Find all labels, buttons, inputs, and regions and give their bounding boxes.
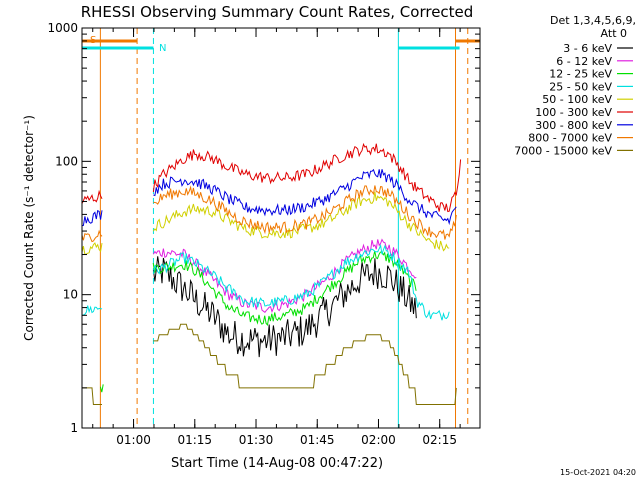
series-line-25-50-kev: [81, 243, 450, 321]
plot-frame: [81, 27, 481, 429]
x-tick-label: 02:00: [361, 433, 396, 447]
x-tick-label: 02:15: [422, 433, 457, 447]
legend-label: 3 - 6 keV: [563, 42, 612, 55]
y-axis-label: Corrected Count Rate (s⁻¹ detector⁻¹): [22, 115, 36, 341]
x-axis-label: Start Time (14-Aug-08 00:47:22): [171, 456, 383, 471]
y-tick-label: 1: [70, 421, 78, 435]
legend-label: 100 - 300 keV: [535, 106, 612, 119]
legend-label: 25 - 50 keV: [549, 80, 612, 93]
x-tick-label: 01:45: [300, 433, 335, 447]
x-tick-label: 01:00: [116, 433, 151, 447]
x-tick-label: 01:30: [239, 433, 274, 447]
ticks-layer: 1 10 100 1000 01:00 01:15 01:30 01:45 02:00 02:15: [47, 21, 480, 447]
y-tick-label: 10: [63, 288, 78, 302]
series-layer: [81, 142, 462, 405]
series-line-800-7000-kev: [81, 185, 457, 243]
y-tick-label: 1000: [47, 21, 78, 35]
series-line-100-300-kev: [81, 142, 462, 213]
flag-label-n: N: [159, 43, 166, 54]
series-line-300-800-kev: [81, 168, 457, 227]
series-line-3-6-kev: [152, 256, 417, 358]
legend-label: 50 - 100 keV: [542, 93, 612, 106]
footer-date: 15-Oct-2021 04:20: [560, 468, 636, 477]
legend-label: 800 - 7000 keV: [528, 132, 612, 145]
flag-bars-layer: SN: [82, 35, 480, 54]
legend-header-line-2: Att 0: [601, 27, 627, 40]
legend-label: 300 - 800 keV: [535, 119, 612, 132]
chart-title: RHESSI Observing Summary Count Rates, Co…: [81, 3, 474, 21]
flag-label-s: S: [90, 35, 96, 46]
legend-label: 12 - 25 keV: [549, 68, 612, 81]
axes-layer: [81, 27, 481, 429]
series-line-12-25-kev: [99, 250, 417, 393]
legend-label: 7000 - 15000 keV: [514, 144, 612, 157]
y-tick-label: 100: [55, 154, 78, 168]
legend-label: 6 - 12 keV: [556, 55, 612, 68]
x-tick-label: 01:15: [177, 433, 212, 447]
legend-header-line-1: Det 1,3,4,5,6,9,: [550, 14, 636, 27]
